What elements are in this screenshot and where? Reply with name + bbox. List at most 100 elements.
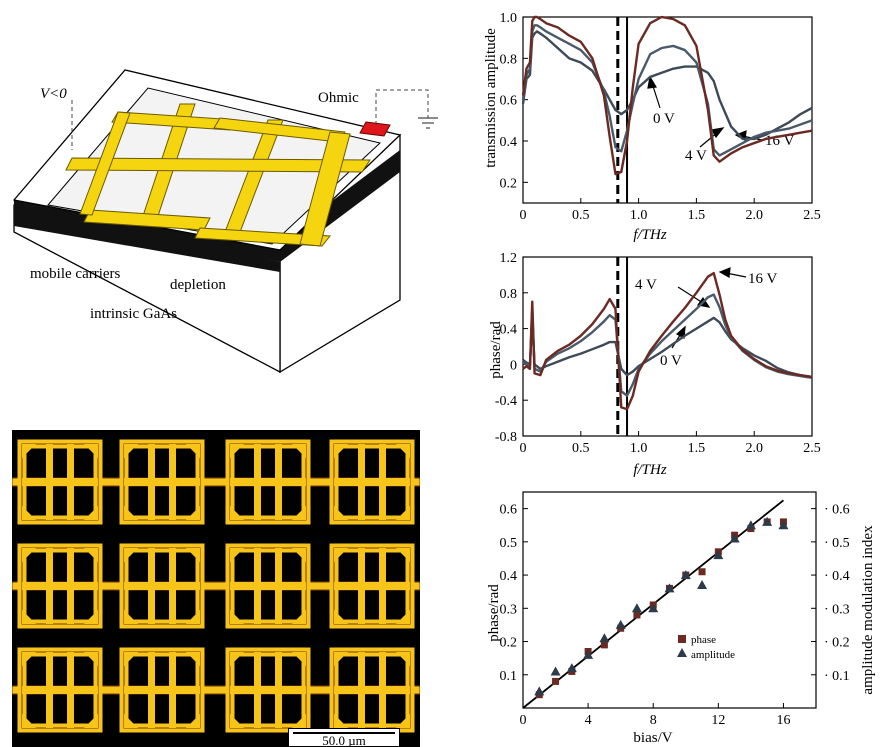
amplitude-point <box>583 649 594 659</box>
y-axis-title: phase/rad <box>486 584 502 642</box>
mobile-carriers-label: mobile carriers <box>30 266 121 282</box>
device-schematic: V<0 Ohmic mobile carriers depletion intr… <box>12 69 438 374</box>
unit-cell <box>225 647 311 733</box>
x-tick-label: 2.5 <box>803 441 821 456</box>
bus-line <box>12 477 420 487</box>
y-tick-label: 0.5 <box>500 536 518 551</box>
plot-frame <box>522 16 813 204</box>
y-tick-label: 0.2 <box>500 176 518 191</box>
y-axis-title: phase/rad <box>488 321 504 379</box>
x-axis-title: bias/V <box>633 730 672 746</box>
x-axis-title: f/THz <box>633 462 667 478</box>
amplitude-point <box>631 603 642 613</box>
amplitude-point <box>534 686 545 696</box>
x-tick-label: 0.5 <box>572 441 590 456</box>
x-tick-label: 2.5 <box>803 208 821 223</box>
amplitude-point <box>713 550 724 560</box>
amplitude-point <box>680 570 691 580</box>
y2-tick-label: · 0.6 <box>824 503 850 518</box>
amplitude-point <box>599 633 610 643</box>
unit-cell <box>225 543 311 629</box>
amplitude-point <box>664 583 675 593</box>
annotation-4v: 4 V <box>685 148 707 164</box>
phase-point <box>600 641 608 649</box>
unit-cell <box>119 543 205 629</box>
legend: phase amplitude <box>670 625 752 669</box>
unit-cell <box>17 647 103 733</box>
annotation-0v: 0 V <box>660 353 682 369</box>
unit-cell <box>329 543 415 629</box>
annotation-4v: 4 V <box>635 277 657 293</box>
amplitude-point <box>566 663 577 673</box>
phase-point <box>698 568 706 576</box>
amplitude-point <box>762 516 773 526</box>
x-tick-label: 1.0 <box>630 441 648 456</box>
series-line-16v <box>522 271 813 411</box>
legend-phase-marker <box>678 635 686 643</box>
y-tick-label: 0.3 <box>500 602 518 617</box>
scale-bar-line <box>293 732 395 734</box>
amplitude-point <box>615 619 626 629</box>
amplitude-point <box>648 603 659 613</box>
scale-bar: 50.0 µm <box>288 728 400 747</box>
x-tick-label: 0 <box>520 441 527 456</box>
x-tick-label: 0 <box>520 208 527 223</box>
depletion-label: depletion <box>170 277 226 293</box>
unit-cell <box>119 647 205 733</box>
ground-icon <box>418 117 438 129</box>
bus-line <box>12 685 420 695</box>
y2-axis-title: amplitude modulation index <box>860 525 876 695</box>
legend-amplitude-label: amplitude <box>691 649 735 661</box>
y-tick-label: 0.4 <box>500 569 518 584</box>
x-tick-label: 12 <box>711 713 725 728</box>
x-tick-label: 0.5 <box>572 208 590 223</box>
unit-cell <box>225 439 311 525</box>
y-tick-label: 0.1 <box>500 669 518 684</box>
amplitude-point <box>778 520 789 530</box>
x-axis-title: f/THz <box>633 227 667 243</box>
x-tick-label: 1.5 <box>688 441 706 456</box>
bus-line <box>12 581 420 591</box>
annotation-0v: 0 V <box>653 111 675 127</box>
legend-amplitude-marker <box>677 648 687 657</box>
y-tick-label: -0.8 <box>495 430 517 445</box>
x-tick-label: 1.5 <box>688 208 706 223</box>
y2-tick-label: · 0.3 <box>824 602 850 617</box>
annotation-16v: 16 V <box>748 271 777 287</box>
plot-frame <box>522 256 813 437</box>
y-tick-label: -0.4 <box>495 394 517 409</box>
y-tick-label: 1.0 <box>500 11 518 26</box>
metal-pattern <box>65 103 371 247</box>
bias-modulation-chart: phase/rad amplitude modulation index bia… <box>486 491 876 746</box>
micrograph: 50.0 µm <box>12 430 420 747</box>
amplitude-point <box>697 580 708 590</box>
phase-point <box>552 677 560 685</box>
y2-tick-label: · 0.2 <box>824 636 850 651</box>
ohmic-label: Ohmic <box>318 90 359 106</box>
y-tick-label: 0.6 <box>500 94 518 109</box>
y-tick-label: 0.4 <box>500 323 518 338</box>
y-tick-label: 0 <box>510 358 517 373</box>
series-line-4v <box>521 24 813 157</box>
y-tick-label: 0.8 <box>500 52 518 67</box>
legend-phase-label: phase <box>691 634 716 646</box>
x-tick-label: 8 <box>650 713 657 728</box>
y-tick-label: 0.8 <box>500 287 518 302</box>
y-tick-label: 0.2 <box>500 636 518 651</box>
unit-cell <box>17 439 103 525</box>
x-tick-label: 2.0 <box>745 208 763 223</box>
x-tick-label: 16 <box>776 713 790 728</box>
depletion-layer-front <box>14 200 280 262</box>
amplitude-point <box>550 666 561 676</box>
y-axis-title: transmission amplitude <box>483 28 499 168</box>
amplitude-point <box>729 533 740 543</box>
series-line-16v <box>521 15 813 176</box>
unit-cell <box>119 439 205 525</box>
amplitude-point <box>745 520 756 530</box>
intrinsic-gaas-label: intrinsic GaAs <box>90 306 177 322</box>
y2-tick-label: · 0.4 <box>824 569 850 584</box>
x-tick-label: 2.0 <box>745 441 763 456</box>
y-tick-label: 0.6 <box>500 503 518 518</box>
y-tick-label: 1.2 <box>500 251 518 266</box>
y-tick-label: 0.4 <box>500 135 518 150</box>
